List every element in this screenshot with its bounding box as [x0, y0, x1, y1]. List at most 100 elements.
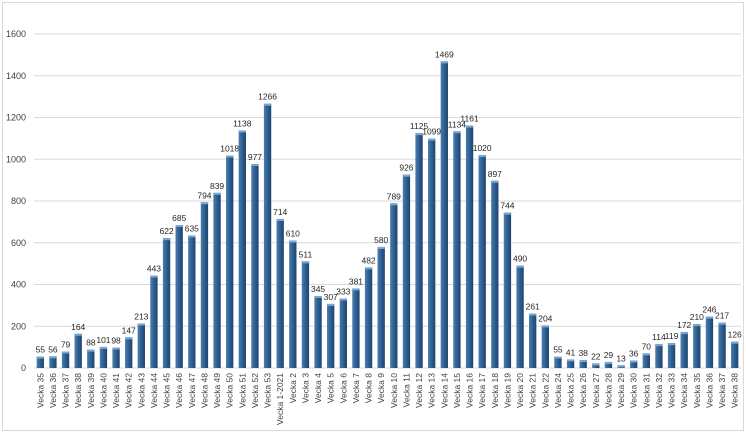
y-tick-label: 1200	[6, 113, 26, 123]
bar	[579, 360, 587, 368]
bar-top	[718, 322, 726, 325]
data-label: 307	[324, 292, 338, 302]
data-label: 261	[526, 302, 540, 312]
x-tick-label: Vecka 26	[578, 373, 588, 408]
data-label: 1099	[422, 127, 441, 137]
bar-top	[453, 131, 461, 134]
bar	[36, 356, 44, 368]
x-tick-label: Vecka 8	[364, 373, 374, 404]
bar	[125, 337, 133, 368]
data-label: 1161	[460, 114, 479, 124]
bar-top	[541, 325, 549, 328]
bar-top	[61, 351, 70, 354]
x-tick-label: Vecka 39	[86, 373, 96, 408]
data-label: 41	[566, 347, 576, 357]
x-tick-label: Vecka 22	[540, 373, 550, 408]
x-tick-label: Vecka 44	[149, 373, 159, 408]
x-tick-label: Vecka 12	[414, 373, 424, 408]
x-tick-label: Vecka 30	[629, 373, 639, 408]
bar-top	[352, 288, 360, 291]
bar-top	[655, 344, 663, 347]
data-label: 443	[147, 264, 161, 274]
data-label: 511	[299, 249, 313, 259]
x-tick-label: Vecka 41	[111, 373, 121, 408]
data-label: 246	[702, 305, 716, 315]
bar-top	[36, 356, 44, 359]
bar	[289, 240, 297, 368]
bar	[491, 180, 499, 368]
bar-top	[314, 295, 322, 298]
bar	[465, 125, 474, 368]
data-label: 29	[604, 350, 614, 360]
bar-top	[491, 180, 499, 183]
bar	[112, 347, 120, 368]
bar-top	[339, 298, 347, 301]
x-tick-label: Vecka 53	[263, 373, 273, 408]
bar-top	[377, 246, 385, 249]
data-label: 55	[36, 345, 46, 355]
x-tick-label: Vecka 16	[465, 373, 475, 408]
bar	[529, 313, 537, 368]
data-label: 610	[286, 229, 300, 239]
data-label: 79	[61, 340, 71, 350]
bar-top	[705, 316, 714, 319]
bar	[49, 356, 57, 368]
data-label: 36	[629, 348, 639, 358]
x-tick-label: Vecka 18	[490, 373, 500, 408]
bar-top	[680, 332, 688, 335]
bar-top	[617, 365, 625, 368]
bar	[554, 356, 562, 368]
x-tick-label: Vecka 24	[553, 373, 563, 408]
x-axis: Vecka 35 Vecka 36 Vecka 37 Vecka 38 Vecka 39…	[35, 373, 739, 425]
x-tick-label: Vecka 45	[162, 373, 172, 408]
x-tick-label: Vecka 5	[326, 373, 336, 404]
bar-top	[150, 275, 158, 278]
bar	[478, 155, 486, 368]
bar-top	[175, 225, 183, 228]
bar-top	[529, 313, 537, 316]
bar	[718, 322, 726, 368]
bar	[503, 212, 512, 368]
bar	[339, 298, 347, 368]
data-label: 482	[361, 255, 375, 265]
data-label: 114	[652, 332, 666, 342]
data-label: 839	[210, 181, 224, 191]
x-tick-label: Vecka 10	[389, 373, 399, 408]
bar	[415, 133, 423, 368]
bar	[440, 61, 448, 368]
bar-top	[642, 353, 650, 356]
bar-top	[667, 343, 676, 346]
bar-top	[465, 125, 474, 128]
x-tick-label: Vecka 46	[174, 373, 184, 408]
bar	[61, 351, 70, 368]
x-tick-label: Vecka 34	[679, 373, 689, 408]
bar-top	[162, 238, 171, 241]
data-label: 204	[538, 313, 552, 323]
x-tick-label: Vecka 29	[616, 373, 626, 408]
bar	[276, 218, 284, 368]
bar	[226, 155, 234, 368]
bar	[150, 275, 158, 368]
bar-top	[87, 349, 95, 352]
bar-top	[428, 138, 436, 141]
data-label: 98	[111, 336, 121, 346]
x-tick-label: Vecka 52	[250, 373, 260, 408]
data-label: 126	[728, 330, 742, 340]
bar	[731, 341, 739, 368]
data-label: 345	[311, 284, 325, 294]
bar	[99, 346, 108, 368]
bar	[402, 174, 411, 368]
bar	[655, 344, 663, 368]
bar-top	[74, 333, 82, 336]
bar	[188, 235, 196, 368]
bar-top	[188, 235, 196, 238]
y-tick-label: 800	[11, 196, 26, 206]
x-tick-label: Vecka 28	[603, 373, 613, 408]
data-label: 55	[553, 345, 563, 355]
x-tick-label: Vecka 35	[35, 373, 45, 408]
x-tick-label: Vecka 4	[313, 373, 323, 404]
data-label: 685	[172, 213, 186, 223]
bar-top	[554, 356, 562, 359]
